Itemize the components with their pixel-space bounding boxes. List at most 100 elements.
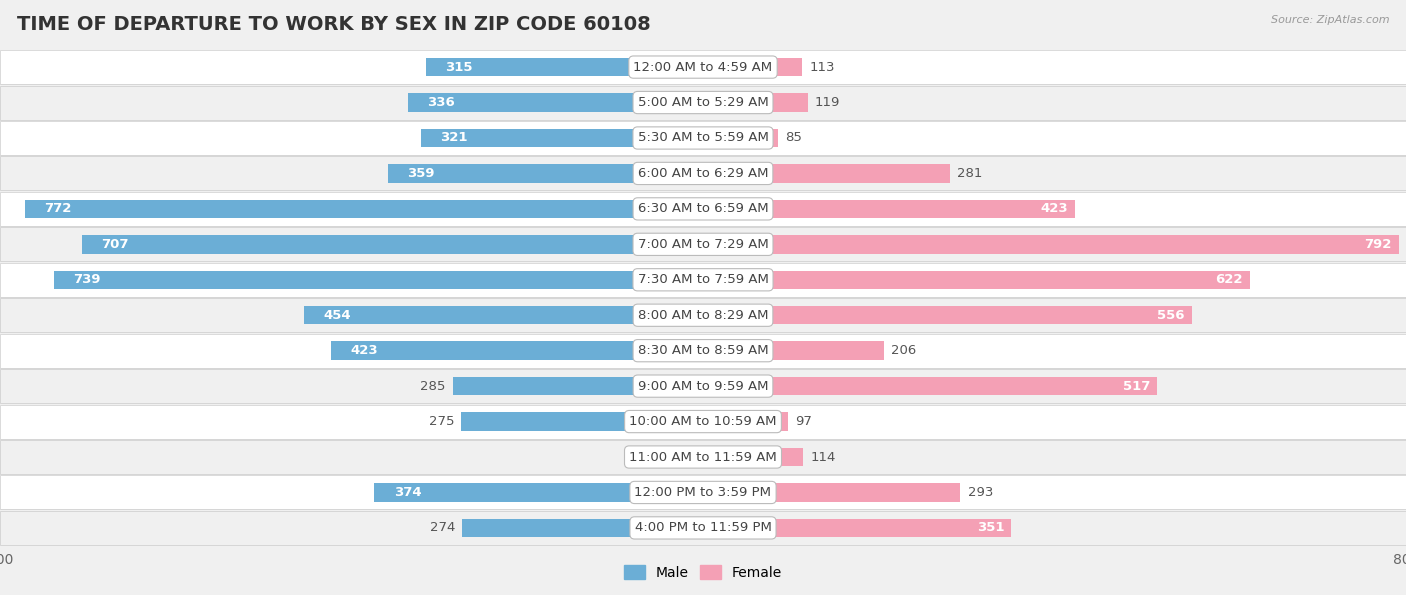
Bar [703, 58, 803, 76]
Text: 351: 351 [977, 521, 1004, 534]
Text: 792: 792 [1365, 238, 1392, 251]
Text: 6:00 AM to 6:29 AM: 6:00 AM to 6:29 AM [638, 167, 768, 180]
Bar [703, 342, 884, 360]
Text: 454: 454 [323, 309, 352, 322]
Text: 6:30 AM to 6:59 AM: 6:30 AM to 6:59 AM [638, 202, 768, 215]
Text: 113: 113 [810, 61, 835, 74]
Text: 423: 423 [350, 344, 378, 357]
Text: 9:00 AM to 9:59 AM: 9:00 AM to 9:59 AM [638, 380, 768, 393]
Bar [0, 369, 1406, 403]
Bar [650, 448, 703, 466]
Text: 4:00 PM to 11:59 PM: 4:00 PM to 11:59 PM [634, 521, 772, 534]
Text: 7:00 AM to 7:29 AM: 7:00 AM to 7:29 AM [638, 238, 768, 251]
Bar [25, 200, 703, 218]
Bar [703, 200, 1074, 218]
Bar [82, 235, 703, 253]
Bar [53, 271, 703, 289]
Bar [0, 369, 1406, 403]
Bar [0, 192, 1406, 226]
Text: 7:30 AM to 7:59 AM: 7:30 AM to 7:59 AM [637, 273, 769, 286]
Bar [0, 405, 1406, 439]
Bar [304, 306, 703, 324]
Text: 423: 423 [1040, 202, 1067, 215]
Bar [0, 227, 1406, 261]
Text: 5:30 AM to 5:59 AM: 5:30 AM to 5:59 AM [637, 131, 769, 145]
Bar [453, 377, 703, 395]
Bar [0, 227, 1406, 261]
Bar [0, 440, 1406, 474]
Text: 556: 556 [1157, 309, 1185, 322]
Bar [0, 298, 1406, 332]
Legend: Male, Female: Male, Female [619, 559, 787, 585]
Bar [703, 93, 807, 112]
Bar [703, 412, 789, 431]
Bar [0, 263, 1406, 297]
Bar [0, 121, 1406, 155]
Text: 321: 321 [440, 131, 468, 145]
Bar [703, 377, 1157, 395]
Bar [426, 58, 703, 76]
Bar [374, 483, 703, 502]
Bar [0, 511, 1406, 545]
Text: 8:30 AM to 8:59 AM: 8:30 AM to 8:59 AM [638, 344, 768, 357]
Text: 739: 739 [73, 273, 100, 286]
Bar [0, 86, 1406, 120]
Bar [0, 475, 1406, 509]
Text: 10:00 AM to 10:59 AM: 10:00 AM to 10:59 AM [630, 415, 776, 428]
Bar [0, 334, 1406, 368]
Bar [461, 412, 703, 431]
Bar [703, 129, 778, 147]
Bar [408, 93, 703, 112]
Text: 119: 119 [814, 96, 839, 109]
Bar [0, 263, 1406, 297]
Text: TIME OF DEPARTURE TO WORK BY SEX IN ZIP CODE 60108: TIME OF DEPARTURE TO WORK BY SEX IN ZIP … [17, 15, 651, 34]
Text: 12:00 PM to 3:59 PM: 12:00 PM to 3:59 PM [634, 486, 772, 499]
Bar [0, 86, 1406, 120]
Text: 336: 336 [427, 96, 454, 109]
Text: 8:00 AM to 8:29 AM: 8:00 AM to 8:29 AM [638, 309, 768, 322]
Bar [420, 129, 703, 147]
Bar [0, 156, 1406, 190]
Bar [703, 164, 950, 183]
Text: 5:00 AM to 5:29 AM: 5:00 AM to 5:29 AM [638, 96, 768, 109]
Bar [0, 192, 1406, 226]
Text: 622: 622 [1215, 273, 1243, 286]
Text: 707: 707 [101, 238, 128, 251]
Text: 12:00 AM to 4:59 AM: 12:00 AM to 4:59 AM [634, 61, 772, 74]
Bar [0, 511, 1406, 545]
Bar [0, 156, 1406, 190]
Bar [703, 235, 1399, 253]
Text: 281: 281 [957, 167, 983, 180]
Bar [0, 475, 1406, 509]
Text: 206: 206 [891, 344, 917, 357]
Bar [703, 483, 960, 502]
Text: 97: 97 [796, 415, 813, 428]
Text: 274: 274 [430, 521, 456, 534]
Bar [388, 164, 703, 183]
Text: 285: 285 [420, 380, 446, 393]
Text: 11:00 AM to 11:59 AM: 11:00 AM to 11:59 AM [628, 450, 778, 464]
Text: 275: 275 [429, 415, 454, 428]
Bar [0, 298, 1406, 332]
Bar [332, 342, 703, 360]
Bar [703, 448, 803, 466]
Bar [703, 306, 1192, 324]
Text: 517: 517 [1123, 380, 1150, 393]
Bar [0, 334, 1406, 368]
Text: 114: 114 [810, 450, 835, 464]
Text: 293: 293 [967, 486, 993, 499]
Text: 60: 60 [627, 450, 644, 464]
Bar [0, 121, 1406, 155]
Text: 359: 359 [406, 167, 434, 180]
Bar [0, 405, 1406, 439]
Bar [703, 519, 1011, 537]
Text: 85: 85 [785, 131, 801, 145]
Bar [0, 50, 1406, 84]
Bar [463, 519, 703, 537]
Text: 374: 374 [394, 486, 422, 499]
Text: Source: ZipAtlas.com: Source: ZipAtlas.com [1271, 15, 1389, 25]
Text: 315: 315 [446, 61, 472, 74]
Text: 772: 772 [44, 202, 72, 215]
Bar [703, 271, 1250, 289]
Bar [0, 50, 1406, 84]
